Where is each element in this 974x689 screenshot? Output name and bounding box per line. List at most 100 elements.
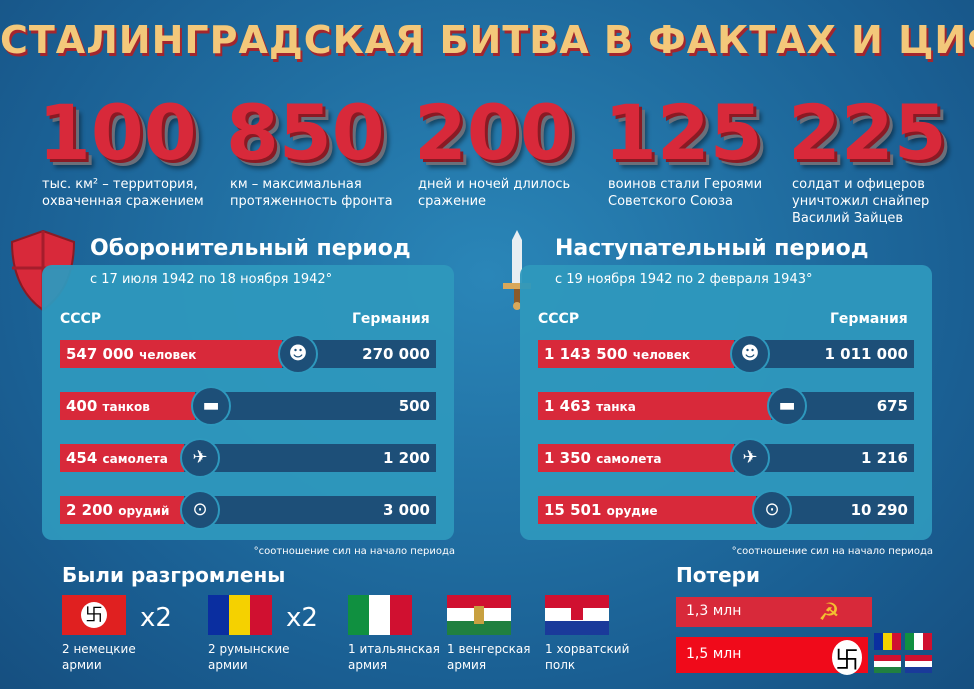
germany-value: 500 xyxy=(398,397,430,415)
germany-value: 1 200 xyxy=(383,449,430,467)
stat-number: 125 xyxy=(604,88,763,177)
loss-bar xyxy=(676,597,872,627)
germany-value: 1 011 000 xyxy=(824,345,908,363)
row-icon: ☻ xyxy=(278,334,318,374)
stat-number: 225 xyxy=(788,88,947,177)
stat-number: 200 xyxy=(414,88,573,177)
stat-line: км – максимальная xyxy=(230,177,362,192)
label-line: армия xyxy=(348,658,388,672)
flag-image xyxy=(447,595,511,635)
ussr-bar xyxy=(60,444,184,472)
ussr-label: СССР xyxy=(538,311,580,327)
svg-text:卐: 卐 xyxy=(85,605,103,626)
row-icon: ▬ xyxy=(191,386,231,426)
value: 1 463 xyxy=(544,397,597,415)
ussr-value: 1 143 500 человек xyxy=(544,340,690,369)
flag xyxy=(348,595,412,635)
loss-value: 1,3 млн xyxy=(686,603,742,619)
label-line: 2 румынские xyxy=(208,642,290,656)
multiplier: x2 xyxy=(140,603,172,633)
unit: танков xyxy=(102,400,150,414)
flag-image: 卐 xyxy=(62,595,126,635)
defeated-label: 1 венгерская армия xyxy=(447,641,530,673)
stat-text: тыс. км² – территория, охваченная сражени… xyxy=(42,176,204,210)
stat-line: сражение xyxy=(418,194,487,209)
ussr-bar xyxy=(60,340,282,368)
loss-symbol: 卐 xyxy=(832,640,862,675)
flag xyxy=(545,595,609,635)
stat-text: км – максимальная протяженность фронта xyxy=(230,176,393,210)
row-icon: ⊙ xyxy=(752,490,792,530)
stat-line: воинов стали Героями xyxy=(608,177,763,192)
defeated-label: 2 румынские армии xyxy=(208,641,290,673)
ussr-value: 1 463 танка xyxy=(544,392,636,421)
stat-text: дней и ночей длилось сражение xyxy=(418,176,570,210)
ussr-bar xyxy=(538,340,734,368)
germany-value: 1 216 xyxy=(861,449,908,467)
label-line: 1 венгерская xyxy=(447,642,531,656)
period-dates: с 19 ноября 1942 по 2 февраля 1943° xyxy=(555,272,813,287)
value: 1 143 500 xyxy=(544,345,633,363)
period-title: Оборонительный период xyxy=(90,236,411,261)
stat-line: Советского Союза xyxy=(608,194,733,209)
loss-value: 1,5 млн xyxy=(686,646,742,662)
value: 2 200 xyxy=(66,501,119,519)
value: 1 350 xyxy=(544,449,597,467)
minor-flags xyxy=(874,633,932,673)
ussr-value: 2 200 орудий xyxy=(66,496,169,525)
label-line: 1 итальянская xyxy=(348,642,440,656)
ussr-value: 15 501 орудие xyxy=(544,496,658,525)
germany-value: 675 xyxy=(876,397,908,415)
axis-flags xyxy=(874,633,932,677)
unit: танка xyxy=(596,400,636,414)
germany-value: 10 290 xyxy=(850,501,908,519)
unit: орудие xyxy=(606,504,658,518)
stat-number: 100 xyxy=(38,88,197,177)
label-line: армия xyxy=(447,658,487,672)
row-icon: ✈ xyxy=(730,438,770,478)
value: 547 000 xyxy=(66,345,140,363)
unit: самолета xyxy=(102,452,168,466)
flag xyxy=(447,595,511,635)
period-title: Наступательный период xyxy=(555,236,869,261)
ussr-bar xyxy=(538,392,771,420)
unit: орудий xyxy=(118,504,170,518)
ussr-value: 1 350 самолета xyxy=(544,444,661,473)
unit: самолета xyxy=(596,452,662,466)
period-dates: с 17 июля 1942 по 18 ноября 1942° xyxy=(90,272,333,287)
ussr-bar xyxy=(538,444,734,472)
row-icon: ☻ xyxy=(730,334,770,374)
stat-number: 850 xyxy=(226,88,385,177)
stat-line: протяженность фронта xyxy=(230,194,393,209)
ussr-label: СССР xyxy=(60,311,102,327)
germany-label: Германия xyxy=(352,311,430,327)
label-line: 2 немецкие xyxy=(62,642,136,656)
value: 400 xyxy=(66,397,103,415)
flag: 卐 xyxy=(62,595,126,635)
row-icon: ▬ xyxy=(767,386,807,426)
losses-title: Потери xyxy=(676,563,760,587)
row-icon: ✈ xyxy=(180,438,220,478)
ussr-bar xyxy=(538,496,756,524)
label-line: полк xyxy=(545,658,576,672)
ussr-value: 454 самолета xyxy=(66,444,168,473)
row-icon: ⊙ xyxy=(180,490,220,530)
multiplier: x2 xyxy=(286,603,318,633)
defeated-label: 1 хорватский полк xyxy=(545,641,629,673)
label-line: армии xyxy=(62,658,102,672)
loss-symbol: ☭ xyxy=(818,598,840,626)
label-line: 1 хорватский xyxy=(545,642,630,656)
ussr-bar xyxy=(60,392,195,420)
title: СТАЛИНГРАДСКАЯ БИТВА В ФАКТАХ И ЦИФРАХ xyxy=(0,18,974,62)
stat-line: Василий Зайцев xyxy=(792,211,904,226)
unit: человек xyxy=(139,348,197,362)
flag xyxy=(208,595,272,635)
value: 454 xyxy=(66,449,103,467)
germany-value: 270 000 xyxy=(362,345,430,363)
ussr-value: 400 танков xyxy=(66,392,150,421)
defeated-label: 2 немецкие армии xyxy=(62,641,136,673)
label-line: армии xyxy=(208,658,248,672)
stat-line: дней и ночей длилось xyxy=(418,177,571,192)
stat-line: уничтожил снайпер xyxy=(792,194,930,209)
